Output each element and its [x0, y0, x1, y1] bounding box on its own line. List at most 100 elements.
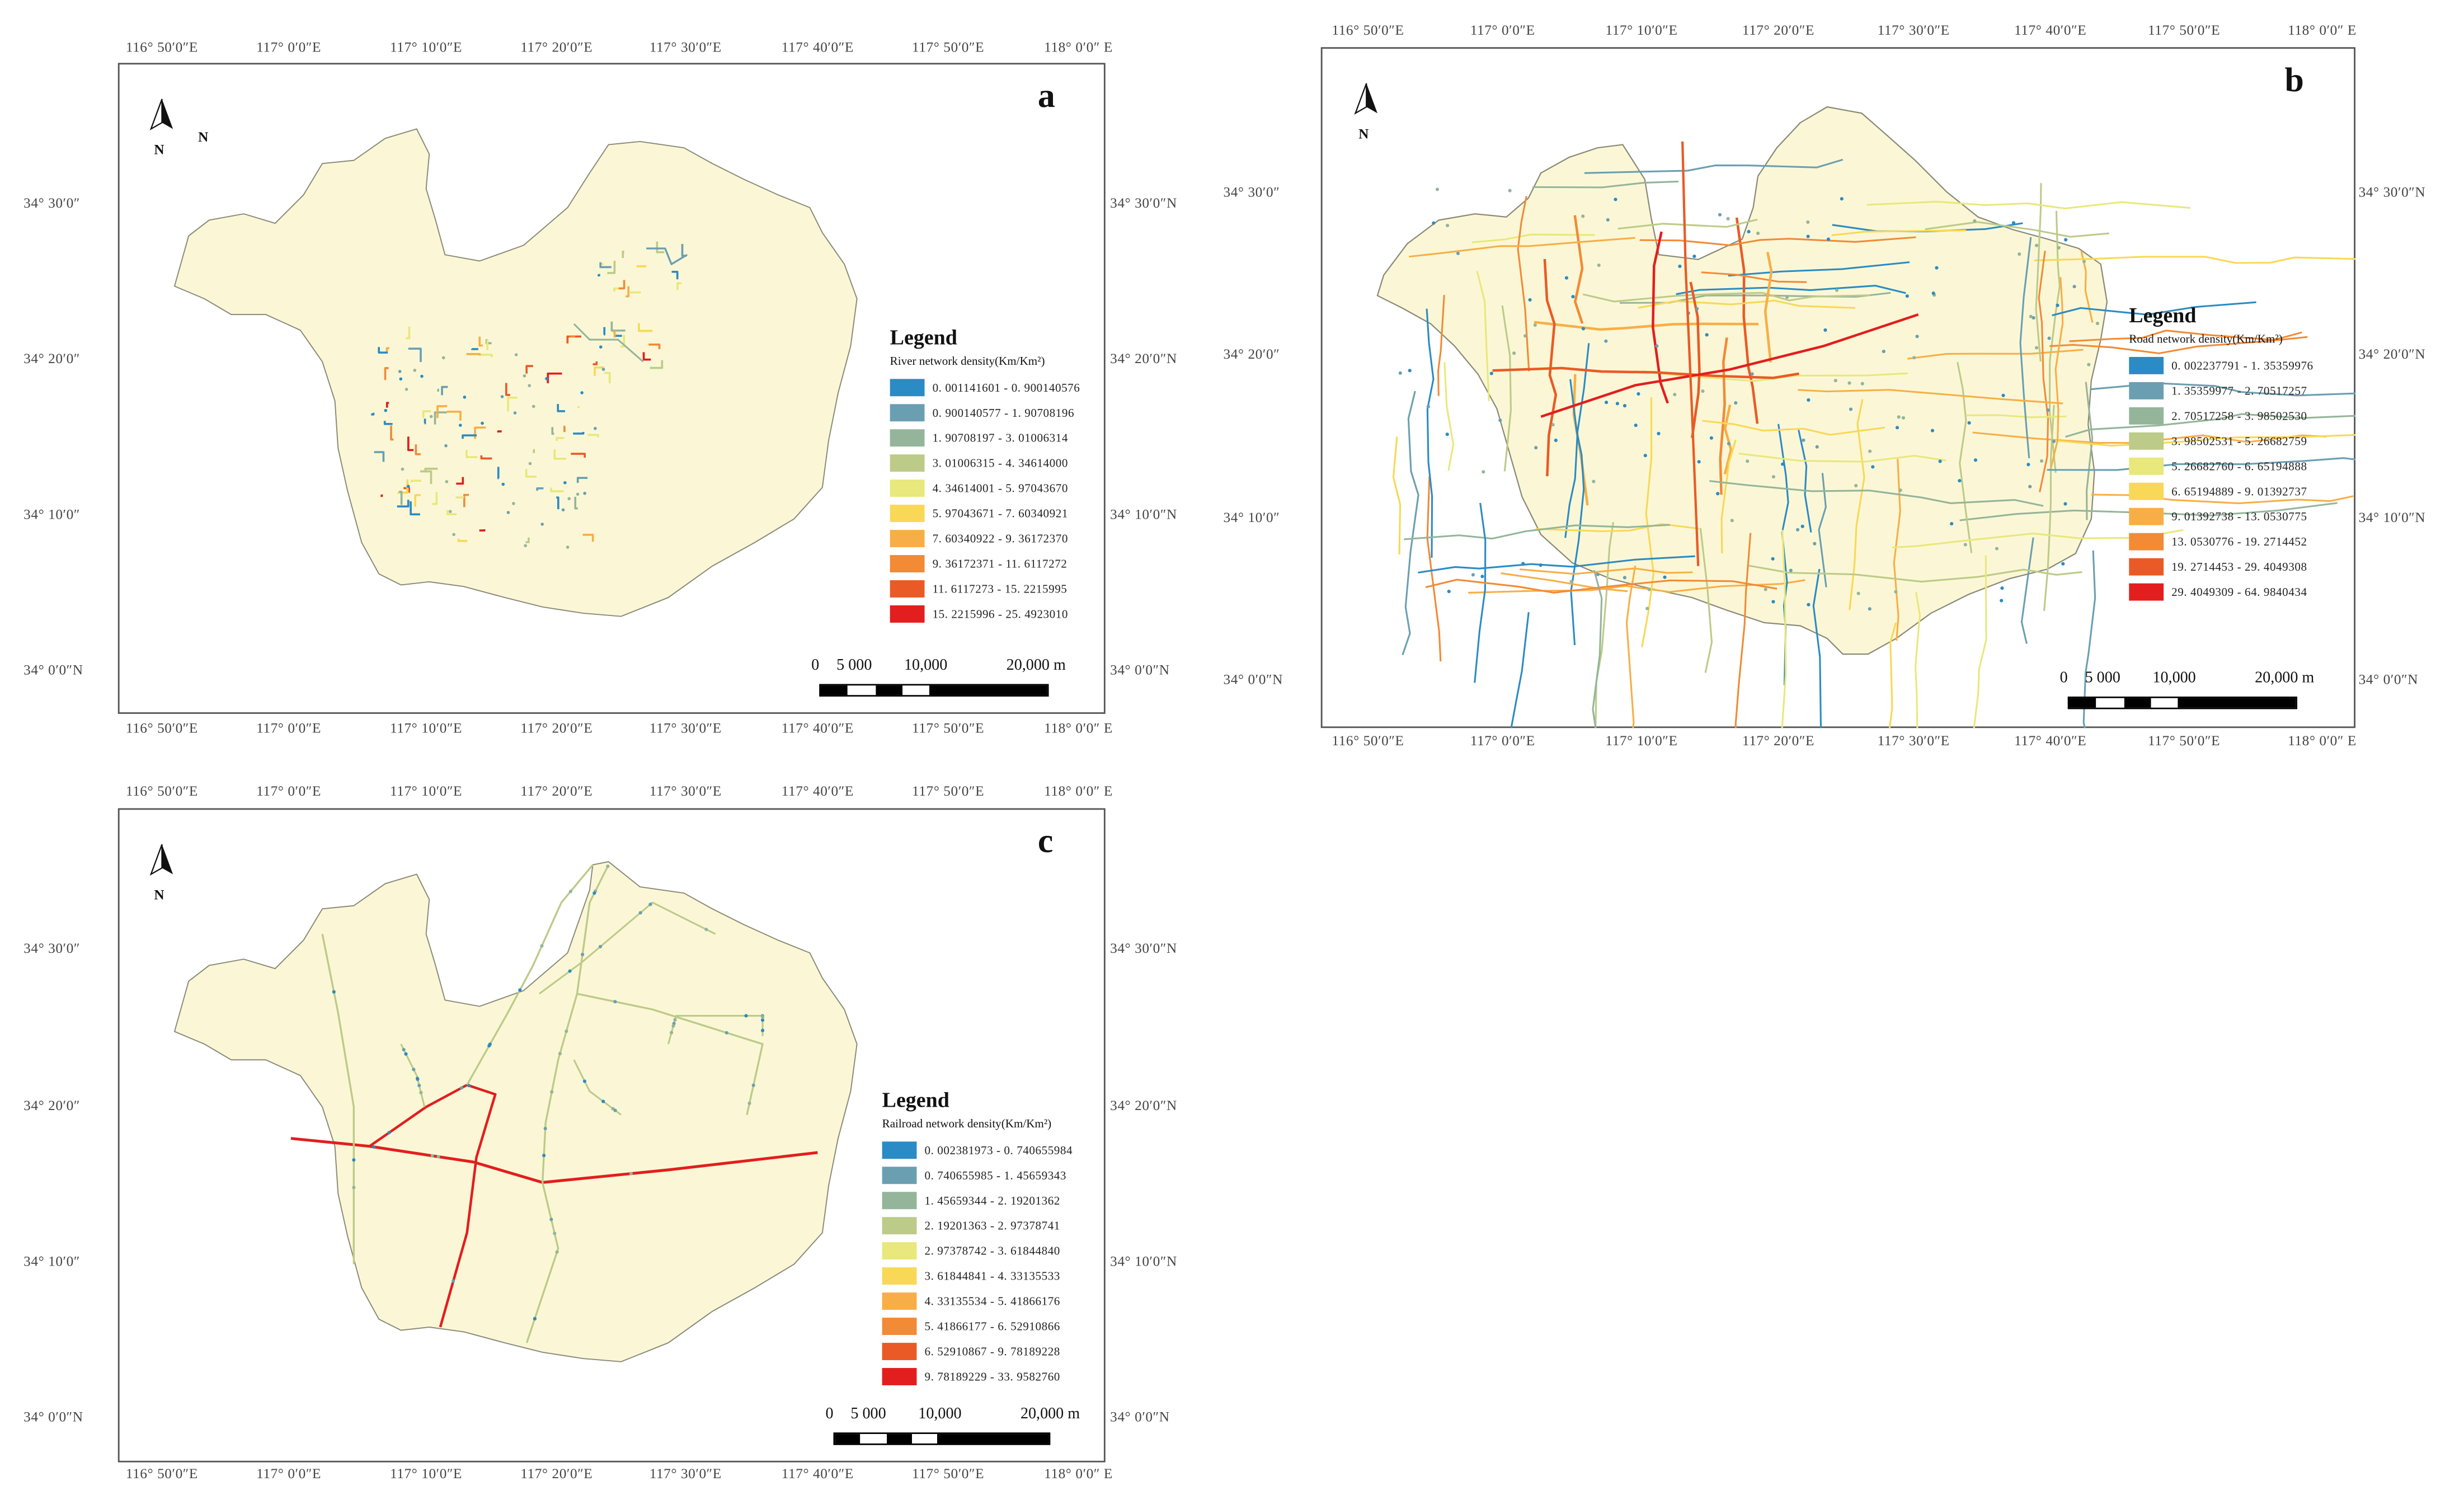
road-node [1427, 405, 1430, 408]
legend-label: 3. 01006315 - 4. 34614000 [933, 455, 1068, 469]
longitude-label: 117° 10′0″E [1605, 733, 1677, 749]
road-node [1498, 419, 1502, 422]
longitude-label: 117° 0′0″E [256, 1465, 321, 1481]
legend-label: 2. 97378742 - 3. 61844840 [925, 1243, 1060, 1257]
legend-swatch [2129, 356, 2164, 374]
road-node [1408, 369, 1412, 372]
railroad-node [639, 911, 642, 914]
railroad-node [372, 1145, 375, 1149]
river-node [602, 368, 605, 371]
river-node [563, 481, 567, 485]
railroad-node [593, 891, 596, 895]
road-node [2063, 502, 2067, 505]
legend-swatch [882, 1141, 917, 1158]
legend-row: 9. 78189229 - 33. 9582760 [882, 1363, 1073, 1389]
road-node [1446, 432, 1449, 436]
railroad-node [613, 1000, 617, 1003]
legend-row: 0. 001141601 - 0. 900140576 [890, 374, 1080, 399]
road-node [1958, 479, 1961, 482]
legend-swatch [2129, 457, 2164, 474]
scale-tick-label: 0 [2060, 670, 2068, 687]
railroad-node [581, 953, 584, 956]
road-node [2047, 408, 2050, 412]
road-node [1802, 439, 1805, 442]
railroad-node [387, 1131, 391, 1134]
latitude-label: 34° 20′0″ [23, 351, 80, 366]
longitude-label: 116° 50′0″E [126, 1465, 198, 1481]
road-node [2057, 246, 2061, 250]
legend-label: 9. 78189229 - 33. 9582760 [925, 1369, 1060, 1383]
legend-label: 4. 34614001 - 5. 97043670 [933, 481, 1068, 495]
legend-row: 4. 34614001 - 5. 97043670 [890, 475, 1080, 500]
river-node [481, 422, 484, 425]
legend-swatch [890, 529, 925, 547]
road-node [1692, 255, 1696, 258]
latitude-label: 34° 10′0″N [1110, 506, 1177, 522]
longitude-label: 117° 30′0″E [650, 783, 722, 799]
legend-swatch [2129, 557, 2164, 575]
road-node [2018, 252, 2021, 256]
road-node [1746, 459, 1749, 463]
road-node [1896, 426, 1899, 429]
road-node [1534, 323, 1537, 327]
river-node [566, 546, 570, 549]
road-node [1801, 525, 1804, 528]
river-node [545, 377, 548, 380]
longitude-label: 117° 10′0″E [390, 783, 462, 799]
road-node [1697, 460, 1701, 463]
road-node [1512, 351, 1516, 355]
legend-swatch [890, 378, 925, 396]
study-area-c [175, 862, 857, 1362]
road-node [2064, 238, 2067, 241]
longitude-label: 118° 0′0″ E [1044, 39, 1113, 55]
longitude-label: 117° 20′0″E [1742, 733, 1814, 749]
river-segment [479, 529, 485, 530]
road-node [1727, 442, 1731, 445]
road-node [1718, 213, 1722, 217]
latitude-label: 34° 30′0″ [1223, 184, 1280, 200]
railroad-node [673, 1018, 676, 1022]
road-node [1964, 543, 1967, 546]
railroad-node [332, 990, 336, 994]
road-node [1861, 382, 1864, 385]
legend-row: 2. 70517258 - 3. 98502530 [2129, 402, 2313, 427]
north-arrow-icon [146, 843, 177, 887]
railroad-node [556, 1250, 559, 1254]
longitude-label: 116° 50′0″E [1332, 733, 1404, 749]
legend-swatch [890, 429, 925, 446]
legend-row: 9. 01392738 - 13. 0530775 [2129, 503, 2313, 528]
road-node [1645, 606, 1649, 610]
latitude-label: 34° 0′0″N [23, 662, 83, 678]
river-node [420, 375, 424, 378]
legend-row: 3. 98502531 - 5. 26682759 [2129, 427, 2313, 453]
legend-swatch [890, 554, 925, 572]
legend-swatch [882, 1216, 917, 1234]
legend-label: 4. 33135534 - 5. 41866176 [925, 1294, 1060, 1308]
longitude-label: 117° 0′0″E [1470, 733, 1535, 749]
river-segment [487, 340, 488, 349]
legend-row: 0. 002381973 - 0. 740655984 [882, 1137, 1073, 1162]
legend-swatch [882, 1292, 917, 1309]
legend-label: 1. 90708197 - 3. 01006314 [933, 430, 1068, 444]
legend-swatch [882, 1267, 917, 1284]
river-node [413, 369, 417, 372]
railroad-node [542, 1154, 546, 1157]
legend-row: 0. 740655985 - 1. 45659343 [882, 1162, 1073, 1187]
scale-tick-label: 10,000 [904, 657, 947, 675]
river-node [562, 508, 565, 511]
latitude-label: 34° 0′0″N [1110, 662, 1169, 678]
longitude-label: 117° 50′0″E [912, 1465, 984, 1481]
road-node [1931, 429, 1934, 432]
river-node [398, 370, 402, 373]
legend-a: Legend River network density(Km/Km²) 0. … [890, 326, 1080, 626]
road-node [1899, 488, 1902, 492]
railroad-node [744, 1014, 747, 1017]
road-node [1995, 547, 1999, 550]
legend-row: 5. 41866177 - 6. 52910866 [882, 1313, 1073, 1338]
river-node [449, 510, 452, 513]
road-node [1623, 404, 1626, 407]
railroad-node [670, 1031, 673, 1035]
scale-tick-label: 10,000 [2152, 670, 2195, 687]
